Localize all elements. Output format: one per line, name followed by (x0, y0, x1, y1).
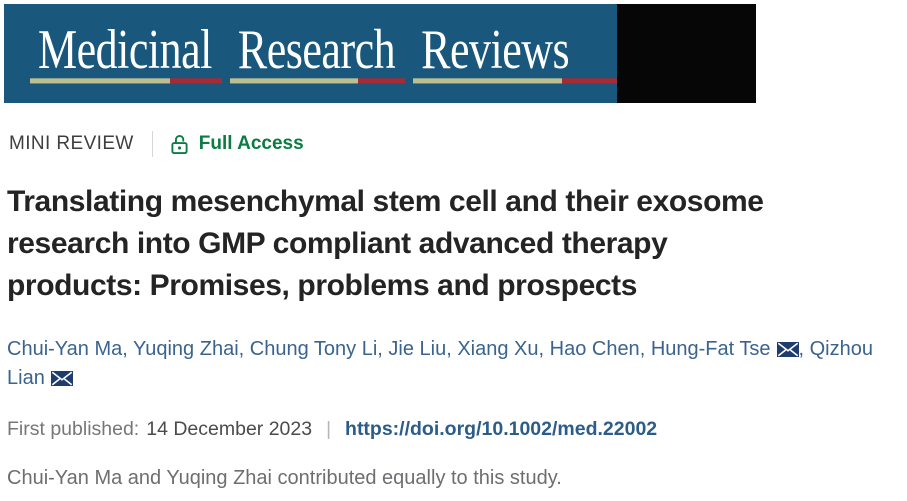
journal-title-word: Medicinal (30, 21, 222, 84)
article-title: Translating mesenchymal stem cell and th… (7, 181, 764, 307)
contribution-note: Chui-Yan Ma and Yuqing Zhai contributed … (7, 467, 562, 489)
author-link[interactable]: Xiang Xu (457, 338, 539, 360)
meta-bar: MINI REVIEW Full Access (9, 131, 304, 157)
journal-word-label: Research (237, 18, 396, 81)
journal-word-label: Medicinal (38, 18, 212, 81)
author-link[interactable]: Hung-Fat Tse (650, 338, 771, 360)
title-line: products: Promises, problems and prospec… (7, 269, 638, 302)
full-access-label: Full Access (198, 133, 304, 154)
meta-divider (151, 131, 153, 157)
journal-title-word: Research (229, 21, 406, 84)
author-list: Chui-Yan Ma, Yuqing Zhai, Chung Tony Li,… (7, 338, 873, 389)
journal-title-word: Reviews (413, 21, 618, 84)
banner-underline (413, 78, 618, 84)
author-link[interactable]: Yuqing Zhai (133, 338, 239, 360)
title-line: Translating mesenchymal stem cell and th… (7, 185, 764, 218)
journal-banner-image[interactable]: Medicinal Research Reviews (4, 4, 756, 103)
title-line: research into GMP compliant advanced the… (7, 227, 668, 260)
first-published-date: 14 December 2023 (146, 418, 313, 440)
first-published-label: First published: (7, 418, 140, 440)
article-type-label: MINI REVIEW (9, 133, 134, 154)
banner-underline (30, 78, 222, 84)
journal-title: Medicinal Research Reviews (30, 21, 618, 84)
author-link[interactable]: Chung Tony Li (249, 338, 378, 360)
journal-word-label: Reviews (421, 18, 570, 81)
author-link[interactable]: Qizhou Lian (7, 338, 873, 389)
open-padlock-icon (171, 134, 188, 154)
banner-underline (229, 78, 406, 84)
author-email-icon[interactable] (776, 342, 799, 357)
banner-black-panel (617, 4, 756, 103)
author-link[interactable]: Chui-Yan Ma (7, 338, 123, 360)
author-link[interactable]: Jie Liu (388, 338, 447, 360)
doi-link[interactable]: https://doi.org/10.1002/med.22002 (345, 418, 658, 440)
publication-info-row: First published: 14 December 2023 | http… (7, 418, 657, 441)
author-link[interactable]: Hao Chen (549, 338, 640, 360)
pubrow-divider: | (326, 418, 332, 440)
author-email-icon[interactable] (50, 371, 73, 386)
